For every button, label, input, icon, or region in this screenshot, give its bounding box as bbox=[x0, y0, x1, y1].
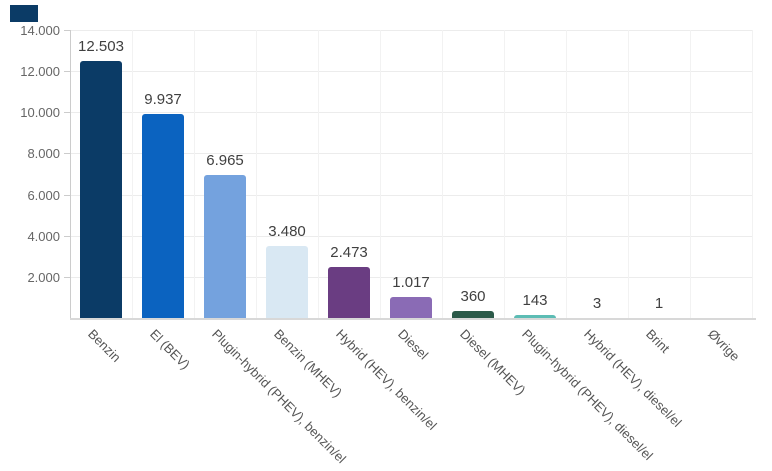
bar-value-label: 3.480 bbox=[268, 223, 306, 241]
y-axis-label: 12.000 bbox=[20, 64, 60, 80]
bar-value-label: 1 bbox=[654, 294, 664, 312]
bar[interactable] bbox=[328, 267, 370, 318]
corner-swatch bbox=[10, 5, 38, 22]
y-axis-tick bbox=[64, 194, 70, 196]
x-axis-label: Plugin-hybrid (PHEV), diesel/el bbox=[519, 326, 656, 464]
y-axis-label: 14.000 bbox=[20, 23, 60, 38]
x-axis-label: El (BEV) bbox=[147, 326, 193, 373]
v-gridline bbox=[318, 30, 319, 318]
bar-value-label: 6.965 bbox=[206, 151, 244, 169]
y-axis-tick bbox=[64, 30, 70, 31]
x-axis-line bbox=[70, 318, 756, 320]
v-gridline bbox=[504, 30, 505, 318]
bar[interactable] bbox=[452, 310, 494, 318]
bar-value-label: 360 bbox=[460, 287, 486, 305]
y-axis-tick bbox=[64, 235, 70, 237]
h-gridline bbox=[70, 71, 752, 73]
bar[interactable] bbox=[390, 297, 432, 318]
bar-value-label: 3 bbox=[592, 294, 602, 312]
v-gridline bbox=[690, 30, 691, 318]
bar[interactable] bbox=[514, 315, 556, 318]
bar[interactable] bbox=[266, 246, 308, 318]
v-gridline bbox=[194, 30, 195, 318]
v-gridline bbox=[628, 30, 629, 318]
x-axis-label: Plugin-hybrid (PHEV), benzin/el bbox=[209, 326, 349, 467]
bar-value-label: 12.503 bbox=[78, 37, 124, 55]
v-gridline bbox=[132, 30, 133, 318]
x-axis-label: Diesel bbox=[395, 326, 432, 363]
bar[interactable] bbox=[204, 174, 246, 318]
bar[interactable] bbox=[142, 113, 184, 318]
y-axis-tick bbox=[64, 71, 70, 73]
x-axis-label: Øvrige bbox=[705, 326, 743, 364]
y-axis-tick bbox=[64, 153, 70, 155]
x-axis-label: Diesel (MHEV) bbox=[457, 326, 529, 398]
y-axis-label: 6.000 bbox=[27, 187, 60, 203]
h-gridline bbox=[70, 276, 752, 278]
h-gridline bbox=[70, 153, 752, 155]
y-axis-tick bbox=[64, 112, 70, 114]
y-axis-label: 10.000 bbox=[20, 105, 60, 121]
y-axis-line bbox=[70, 30, 71, 318]
y-axis-label: 4.000 bbox=[27, 228, 60, 244]
h-gridline bbox=[70, 112, 752, 114]
bar-value-label: 9.937 bbox=[144, 90, 182, 108]
x-axis-label: Benzin bbox=[85, 326, 124, 366]
y-axis-label: 8.000 bbox=[27, 146, 60, 162]
h-gridline bbox=[70, 194, 752, 196]
x-axis-label: Brint bbox=[643, 326, 673, 356]
v-gridline bbox=[442, 30, 443, 318]
v-gridline bbox=[752, 30, 753, 318]
v-gridline bbox=[380, 30, 381, 318]
bar-value-label: 2.473 bbox=[330, 244, 368, 262]
bar-value-label: 1.017 bbox=[392, 274, 430, 292]
y-axis-tick bbox=[64, 276, 70, 278]
y-axis-label: 2.000 bbox=[27, 269, 60, 285]
v-gridline bbox=[566, 30, 567, 318]
h-gridline bbox=[70, 30, 752, 31]
bar-value-label: 143 bbox=[522, 292, 548, 310]
h-gridline bbox=[70, 235, 752, 237]
bar[interactable] bbox=[80, 60, 122, 318]
v-gridline bbox=[256, 30, 257, 318]
